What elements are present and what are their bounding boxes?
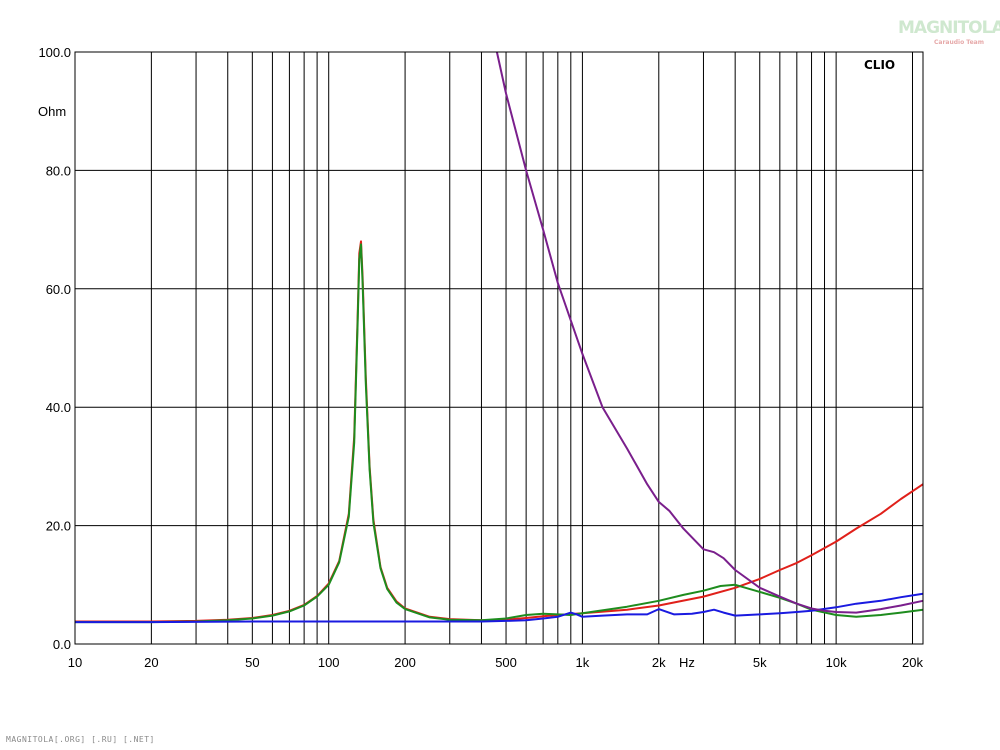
y-tick-label: 100.0 xyxy=(38,45,71,60)
x-tick-labels: 10 20 50 100 200 500 1k 2k 5k 10k 20k xyxy=(68,655,924,670)
series-line-2 xyxy=(75,243,924,624)
y-tick-label: 0.0 xyxy=(53,637,71,652)
footer-text: MAGNITOLA[.ORG] [.RU] [.NET] xyxy=(6,735,155,744)
y-tick-label: 40.0 xyxy=(46,400,71,415)
x-tick-label: 10 xyxy=(68,655,82,670)
y-tick-label: 20.0 xyxy=(46,519,71,534)
plot-frame xyxy=(74,51,924,645)
x-tick-label: 500 xyxy=(495,655,517,670)
y-tick-labels: 0.0 20.0 40.0 60.0 80.0 100.0 xyxy=(38,45,71,652)
series-group xyxy=(75,51,924,624)
x-axis-unit: Hz xyxy=(679,655,695,670)
x-tick-label: 50 xyxy=(245,655,259,670)
clio-brand-label: CLIO xyxy=(864,58,895,72)
series-line-3 xyxy=(75,592,924,624)
x-tick-label: 20 xyxy=(144,655,158,670)
grid xyxy=(74,51,923,645)
magnitola-logo-subtitle: Caraudio Team xyxy=(934,39,984,46)
y-tick-label: 60.0 xyxy=(46,282,71,297)
x-tick-label: 1k xyxy=(576,655,590,670)
x-tick-label: 20k xyxy=(902,655,923,670)
x-tick-label: 2k xyxy=(652,655,666,670)
x-tick-label: 10k xyxy=(826,655,847,670)
x-tick-label: 100 xyxy=(318,655,340,670)
magnitola-logo: MAGNITOLA xyxy=(898,18,1000,38)
y-axis-unit: Ohm xyxy=(38,104,66,119)
x-tick-label: 200 xyxy=(394,655,416,670)
series-line-4 xyxy=(495,51,924,614)
x-tick-label: 5k xyxy=(753,655,767,670)
y-tick-label: 80.0 xyxy=(46,163,71,178)
series-line-1 xyxy=(75,240,924,623)
